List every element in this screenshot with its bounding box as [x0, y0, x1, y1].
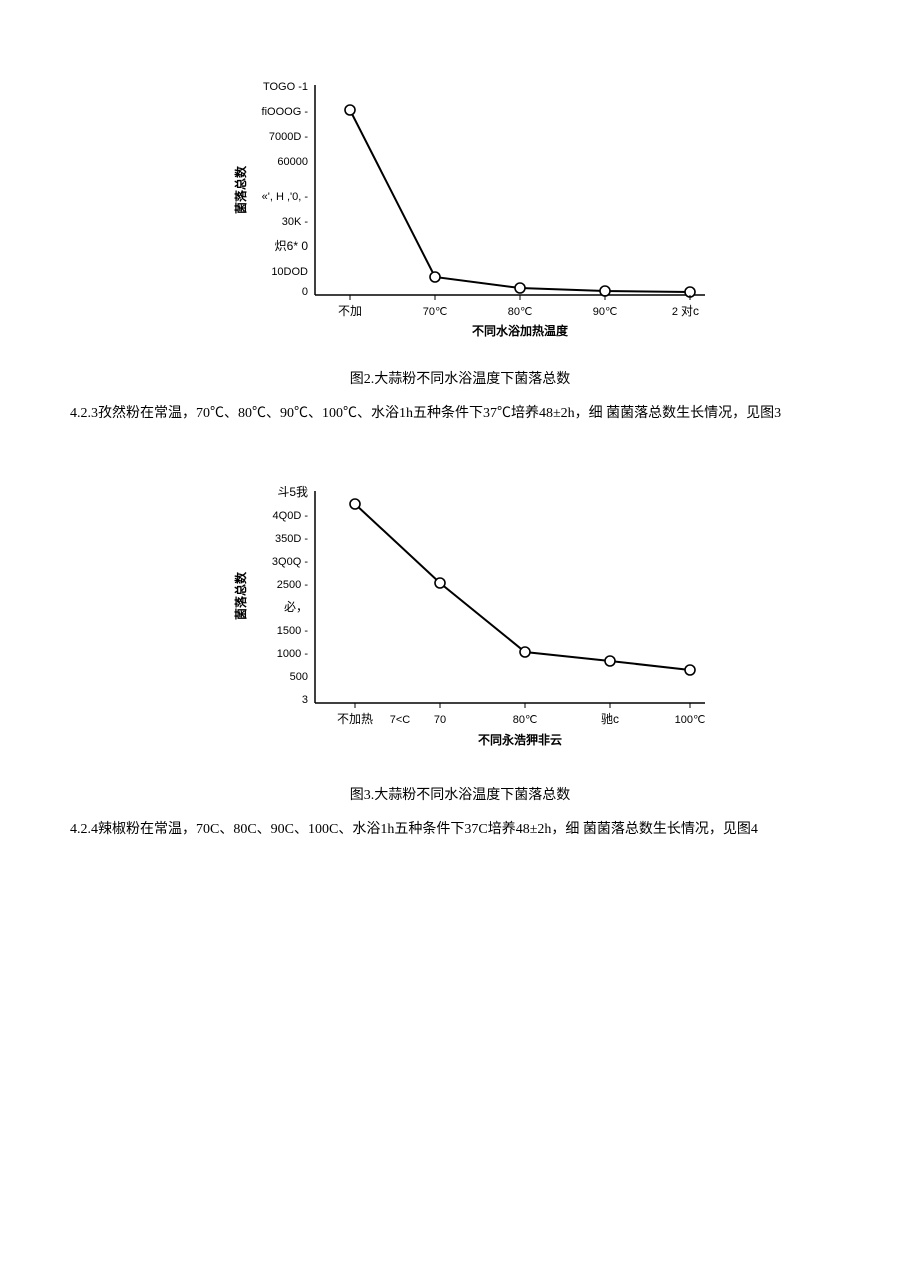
c1-xcat: 70℃: [423, 306, 448, 318]
c1-ytick: 7000D -: [269, 131, 308, 143]
paragraph-423: 4.2.3孜然粉在常温，70℃、80℃、90℃、100℃、水浴1h五种条件下37…: [70, 402, 850, 426]
c1-ytick: 60000: [277, 156, 308, 168]
figure-3-caption: 图3.大蒜粉不同水浴温度下菌落总数: [50, 784, 870, 804]
c2-xcat: 80℃: [513, 714, 538, 726]
c2-ytick: 3: [302, 694, 308, 706]
c1-ytick: 0: [302, 286, 308, 298]
c1-ytick: 10DOD: [271, 266, 308, 278]
c2-ytick: 2500 -: [277, 579, 309, 591]
c1-xcat: 对c: [681, 304, 699, 318]
c2-xcat: 驰c: [601, 712, 619, 726]
chart-2-container: 斗5我 4Q0D - 350D - 3Q0Q - 2500 - 必， 1500 …: [190, 466, 730, 776]
c1-xcat: 90℃: [593, 306, 618, 318]
c2-ytick: 斗5我: [277, 485, 308, 499]
c1-xcat: 80℃: [508, 306, 533, 318]
c1-series: [345, 105, 695, 297]
c2-x70: 70: [434, 714, 446, 726]
c2-ytick: 500: [290, 671, 308, 683]
c2-ylabel: 菌落总数: [233, 571, 248, 620]
chart-2-svg: 斗5我 4Q0D - 350D - 3Q0Q - 2500 - 必， 1500 …: [190, 466, 730, 776]
figure-2-caption: 图2.大蒜粉不同水浴温度下菌落总数: [50, 368, 870, 388]
c1-y-extra: 炽6* 0: [275, 239, 309, 253]
paragraph-424: 4.2.4辣椒粉在常温，70C、80C、90C、100C、水浴1h五种条件下37…: [70, 818, 850, 842]
c2-ytick: 3Q0Q -: [272, 556, 308, 568]
c2-ytick: 1000 -: [277, 648, 309, 660]
chart-1-container: TOGO -1 fiOOOG - 7000D - 60000 «', H ,'0…: [190, 60, 730, 360]
c2-ytick: 1500 -: [277, 625, 309, 637]
c1-xcat: 不加: [338, 304, 362, 318]
c2-series: [350, 499, 695, 675]
c1-ytick: «', H ,'0, -: [262, 191, 309, 203]
c2-ytick: 4Q0D -: [273, 510, 309, 522]
c1-ylabel: 菌落总数: [233, 165, 248, 214]
chart-1-svg: TOGO -1 fiOOOG - 7000D - 60000 «', H ,'0…: [190, 60, 730, 360]
c2-xcat: 7<C: [390, 714, 411, 726]
c2-ytick: 350D -: [275, 533, 308, 545]
c2-xcat: 100℃: [675, 714, 706, 726]
c1-ytick: 30K -: [282, 216, 309, 228]
c2-ytick: 必，: [284, 600, 308, 614]
c2-xlabel: 不同永浩狎非云: [478, 732, 562, 747]
c1-ytick: fiOOOG -: [262, 106, 309, 118]
c1-xprefix: 2: [672, 306, 678, 318]
c2-xcat: 不加热: [337, 712, 373, 726]
c1-ytick: TOGO -1: [263, 81, 308, 93]
c1-xlabel: 不同水浴加热温度: [472, 323, 569, 338]
